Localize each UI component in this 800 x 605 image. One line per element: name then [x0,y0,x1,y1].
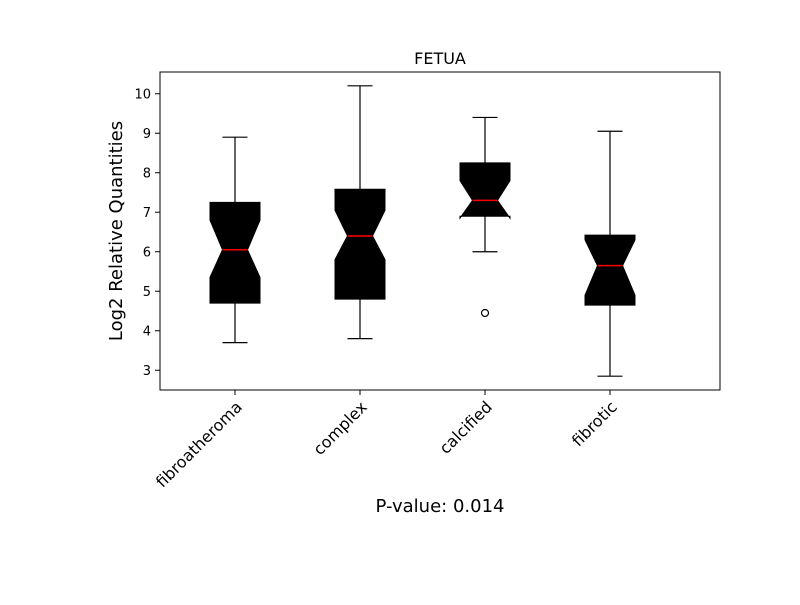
p-value-label: P-value: 0.014 [375,496,505,517]
y-tick-label: 6 [143,246,151,261]
notched-box [584,234,636,306]
x-tick-label: calcified [435,397,495,457]
x-tick-label: fibroatheroma [152,397,246,491]
y-tick-label: 10 [134,88,151,103]
box-complex [334,85,386,340]
y-tick-label: 4 [143,325,151,340]
notched-box [459,162,511,220]
y-axis-ticks: 3 4 5 6 7 8 9 10 [134,88,160,379]
x-tick-label: complex [309,397,370,458]
notched-box [209,201,261,304]
box-series [209,85,636,377]
chart-title: FETUA [414,49,466,68]
x-tick-label: fibrotic [568,397,621,450]
plot-area-frame [159,71,721,391]
box-fibroatheroma [209,136,261,344]
x-axis-ticks: fibroatheroma complex calcified fibrotic [152,390,621,491]
box-calcified [459,116,511,318]
outlier-point [480,308,490,318]
y-tick-label: 5 [143,285,151,300]
box-fibrotic [584,130,636,377]
y-tick-label: 8 [143,167,151,182]
y-axis-label: Log2 Relative Quantities [106,121,127,341]
y-tick-label: 7 [143,206,151,221]
y-tick-label: 9 [143,127,151,142]
notched-box [334,188,386,300]
y-tick-label: 3 [143,364,151,379]
